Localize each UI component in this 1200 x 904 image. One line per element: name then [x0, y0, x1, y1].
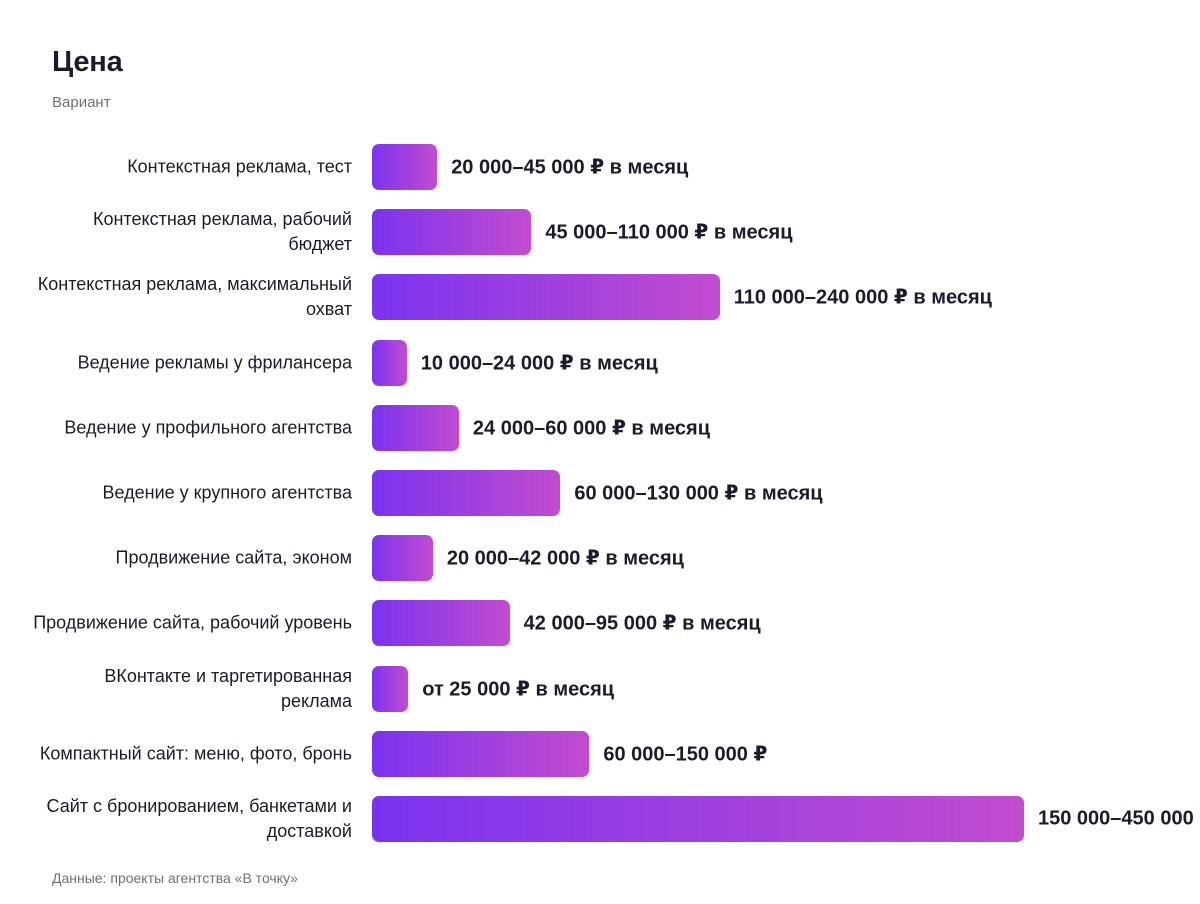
bar-row: Контекстная реклама, рабочий бюджет 45 00…: [0, 209, 1200, 256]
bar-row: ВКонтакте и таргетированная реклама от 25…: [0, 665, 1200, 712]
bar-row: Ведение у профильного агентства 24 000–60…: [0, 404, 1200, 451]
chart-title: Цена: [52, 46, 123, 78]
category-label: Ведение у профильного агентства: [64, 417, 352, 438]
bar-row: Контекстная реклама, тест 20 000–45 000 ₽…: [0, 144, 1200, 190]
bar-row: Ведение у крупного агентства 60 000–130 0…: [0, 470, 1200, 516]
bar-row: Ведение рекламы у фрилансера 10 000–24 00…: [0, 339, 1200, 386]
bar: [372, 470, 561, 516]
value-label: 45 000–110 000 ₽ в месяц: [545, 221, 793, 244]
value-label: 60 000–130 000 ₽ в месяц: [574, 482, 823, 505]
chart-subtitle: Вариант: [52, 94, 111, 111]
bar: [372, 209, 532, 256]
bar: [372, 404, 459, 451]
bar: [372, 796, 1024, 842]
bar-row: Продвижение сайта, эконом 20 000–42 000 ₽…: [0, 535, 1200, 582]
value-label: 10 000–24 000 ₽ в месяц: [420, 352, 658, 375]
bar: [372, 600, 510, 647]
category-label: Продвижение сайта, эконом: [115, 547, 352, 568]
value-label: от 25 000 ₽ в месяц: [422, 678, 615, 701]
bar-row: Продвижение сайта, рабочий уровень 42 000…: [0, 600, 1200, 647]
bar: [372, 665, 409, 712]
bar: [372, 535, 433, 582]
value-label: 60 000–150 000 ₽: [603, 743, 768, 766]
category-label: Контекстная реклама, максимальный охват: [37, 274, 352, 320]
category-label: Продвижение сайта, рабочий уровень: [33, 612, 352, 633]
value-label: 20 000–42 000 ₽ в месяц: [446, 547, 684, 570]
category-label: Контекстная реклама, тест: [127, 156, 352, 177]
bar: [372, 274, 720, 321]
bar-row: Контекстная реклама, максимальный охват 1…: [0, 274, 1200, 321]
value-label: 42 000–95 000 ₽ в месяц: [523, 612, 761, 635]
value-label: 110 000–240 000 ₽ в месяц: [733, 286, 992, 309]
bar: [372, 144, 438, 190]
data-source-note: Данные: проекты агентства «В точку»: [52, 870, 298, 886]
value-label: 150 000–450 000: [1038, 807, 1194, 830]
category-label: Ведение рекламы у фрилансера: [77, 352, 352, 373]
bar-row: Сайт с бронированием, банкетами и достав…: [0, 796, 1200, 842]
bar: [372, 730, 590, 777]
value-label: 20 000–45 000 ₽ в месяц: [451, 156, 689, 179]
value-label: 24 000–60 000 ₽ в месяц: [472, 417, 711, 440]
category-label: Ведение у крупного агентства: [102, 482, 353, 503]
bar: [372, 339, 407, 386]
bar-row: Компактный сайт: меню, фото, бронь 60 000…: [0, 730, 1200, 777]
category-label: Компактный сайт: меню, фото, бронь: [39, 743, 352, 764]
category-label: ВКонтакте и таргетированная реклама: [104, 665, 352, 711]
category-label: Сайт с бронированием, банкетами и достав…: [46, 796, 353, 841]
category-label: Контекстная реклама, рабочий бюджет: [93, 209, 352, 255]
